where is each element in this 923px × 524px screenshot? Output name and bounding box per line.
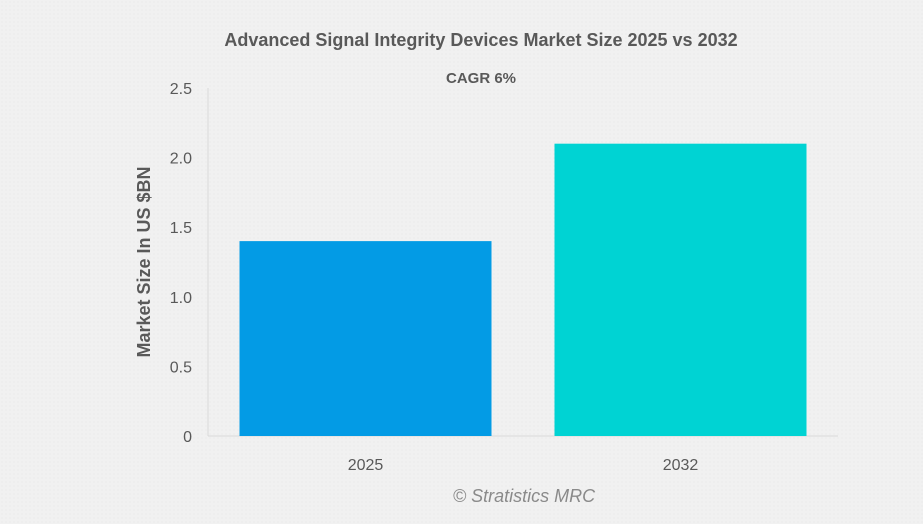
bar-2025	[239, 241, 492, 436]
y-axis-ticks: 0 0.5 1.0 1.5 2.0 2.5	[170, 81, 192, 446]
x-axis-ticks: 2025 2032	[348, 457, 699, 474]
y-tick-label: 0	[183, 429, 192, 446]
y-axis-label: Market Size In US $BN	[134, 166, 154, 357]
bar-2032	[554, 143, 807, 436]
y-tick-label: 1.0	[170, 290, 192, 307]
y-tick-label: 2.5	[170, 81, 192, 98]
y-tick-label: 0.5	[170, 359, 192, 376]
bar-series	[239, 143, 807, 436]
credit-watermark: © Stratistics MRC	[453, 486, 596, 506]
chart-subtitle: CAGR 6%	[446, 70, 516, 87]
chart-title: Advanced Signal Integrity Devices Market…	[224, 30, 737, 50]
x-tick-label: 2025	[348, 457, 384, 474]
x-tick-label: 2032	[663, 457, 699, 474]
y-tick-label: 2.0	[170, 151, 192, 168]
y-tick-label: 1.5	[170, 220, 192, 237]
